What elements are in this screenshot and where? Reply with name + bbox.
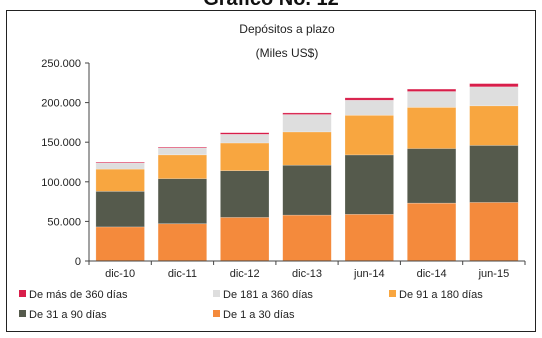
bar-segment: [469, 202, 519, 262]
bar-segment: [469, 105, 519, 146]
y-tick-label: 0: [75, 256, 81, 268]
legend-label: De 1 a 30 días: [223, 309, 295, 321]
legend-swatch: [213, 290, 220, 297]
legend: De más de 360 días De 181 a 360 días De 91…: [19, 289, 483, 321]
y-axis: 0 50.000 100.000 150.000 200.000 250.000: [41, 58, 90, 268]
x-tick-label: dic-14: [417, 268, 447, 280]
legend-swatch: [19, 310, 26, 317]
bar-segment: [406, 107, 457, 149]
bar-segment: [220, 217, 270, 262]
legend-swatch: [19, 290, 26, 297]
bar-segment: [344, 214, 394, 262]
bar-segment: [220, 134, 270, 144]
bar-segment: [344, 97, 394, 101]
x-tick-label: dic-11: [168, 268, 197, 280]
bar-segment: [406, 148, 457, 204]
x-axis: dic-10 dic-11 dic-12 dic-13 jun-14 dic-14 jun-…: [88, 260, 526, 280]
bar-segment: [344, 115, 394, 156]
y-tick-label: 250.000: [41, 58, 81, 70]
y-tick-label: 200.000: [41, 98, 81, 110]
figure-heading: Gráfico No. 12: [0, 0, 542, 11]
stacked-bar-chart: Depósitos a plazo (Miles US$) 0 50.000 100…: [19, 22, 526, 321]
bar-segment: [344, 99, 394, 116]
bar-segment: [406, 88, 457, 92]
bar-segment: [282, 164, 332, 216]
legend-label: De 181 a 360 días: [223, 289, 313, 301]
bar-segment: [469, 83, 519, 88]
chart-frame: Depósitos a plazo (Miles US$) 0 50.000 100…: [6, 10, 536, 332]
bar-segment: [406, 91, 457, 108]
legend-swatch: [389, 290, 396, 297]
bar-segment: [95, 226, 145, 262]
bar-segment: [95, 168, 145, 192]
bar-segment: [157, 147, 208, 156]
bar-segment: [469, 86, 519, 107]
bar-segment: [282, 112, 332, 115]
bar-segment: [220, 170, 270, 218]
bar-segment: [344, 154, 394, 215]
x-tick-label: jun-14: [353, 268, 385, 280]
bar-segment: [157, 223, 208, 262]
bar-segment: [95, 191, 145, 228]
bar-segment: [282, 114, 332, 133]
legend-label: De 91 a 180 días: [399, 289, 483, 301]
bars-group: [95, 83, 519, 262]
bar-segment: [469, 145, 519, 203]
bar-segment: [95, 162, 145, 170]
chart-subtitle: (Miles US$): [256, 46, 319, 60]
legend-label: De más de 360 días: [29, 289, 128, 301]
bar-segment: [406, 202, 457, 262]
bar-segment: [220, 132, 270, 135]
bar-segment: [157, 178, 208, 225]
y-tick-label: 50.000: [47, 216, 81, 228]
bar-segment: [157, 146, 208, 149]
bar-segment: [282, 214, 332, 262]
x-tick-label: jun-15: [478, 268, 510, 280]
legend-swatch: [213, 310, 220, 317]
x-tick-label: dic-12: [230, 268, 260, 280]
y-tick-label: 150.000: [41, 137, 81, 149]
bar-segment: [282, 131, 332, 166]
bar-segment: [220, 142, 270, 172]
y-tick-label: 100.000: [41, 177, 81, 189]
bar-segment: [95, 161, 145, 164]
legend-label: De 31 a 90 días: [29, 309, 107, 321]
bar-segment: [157, 154, 208, 179]
x-tick-label: dic-10: [105, 268, 135, 280]
chart-title: Depósitos a plazo: [239, 22, 335, 36]
x-tick-label: dic-13: [292, 268, 322, 280]
